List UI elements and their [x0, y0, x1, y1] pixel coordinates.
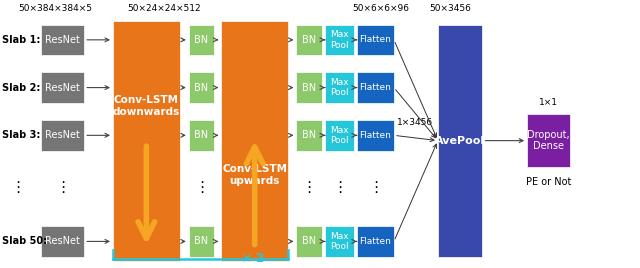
Text: AvePool: AvePool [435, 136, 485, 146]
FancyBboxPatch shape [296, 25, 322, 55]
Text: Max
Pool: Max Pool [330, 126, 349, 145]
FancyBboxPatch shape [189, 120, 214, 151]
FancyBboxPatch shape [41, 25, 84, 55]
Text: ResNet: ResNet [45, 35, 80, 45]
FancyBboxPatch shape [357, 226, 394, 257]
Text: 1×1: 1×1 [540, 98, 558, 107]
FancyBboxPatch shape [325, 72, 354, 103]
Text: Slab 2:: Slab 2: [2, 83, 40, 92]
Text: Conv-LSTM
downwards: Conv-LSTM downwards [113, 95, 180, 117]
FancyBboxPatch shape [296, 120, 322, 151]
Text: ⋮: ⋮ [301, 180, 317, 195]
Text: ⋮: ⋮ [368, 180, 383, 195]
FancyBboxPatch shape [189, 72, 214, 103]
Text: Flatten: Flatten [360, 131, 392, 140]
FancyBboxPatch shape [438, 25, 483, 257]
Text: Slab 1:: Slab 1: [2, 35, 40, 45]
Text: BN: BN [195, 130, 209, 140]
Text: Conv-LSTM
upwards: Conv-LSTM upwards [222, 164, 287, 186]
Text: Dropout,
Dense: Dropout, Dense [527, 130, 570, 151]
FancyBboxPatch shape [189, 25, 214, 55]
FancyBboxPatch shape [113, 21, 180, 261]
Text: Flatten: Flatten [360, 83, 392, 92]
Text: 50×384×384×5: 50×384×384×5 [19, 4, 93, 13]
FancyBboxPatch shape [41, 120, 84, 151]
FancyBboxPatch shape [221, 21, 288, 261]
Text: Flatten: Flatten [360, 35, 392, 44]
Text: Slab 3:: Slab 3: [2, 130, 40, 140]
Text: Slab 50:: Slab 50: [2, 236, 47, 246]
Text: PE or Not: PE or Not [526, 177, 572, 187]
FancyBboxPatch shape [325, 120, 354, 151]
Text: Max
Pool: Max Pool [330, 78, 349, 97]
Text: ⋮: ⋮ [10, 180, 25, 195]
Text: 50×3456: 50×3456 [429, 4, 472, 13]
Text: ⋮: ⋮ [55, 180, 70, 195]
FancyBboxPatch shape [325, 226, 354, 257]
Text: BN: BN [302, 83, 316, 92]
Text: ⋮: ⋮ [332, 180, 347, 195]
Text: BN: BN [195, 35, 209, 45]
FancyBboxPatch shape [357, 25, 394, 55]
FancyBboxPatch shape [189, 226, 214, 257]
Text: Max
Pool: Max Pool [330, 30, 349, 50]
FancyBboxPatch shape [41, 226, 84, 257]
FancyBboxPatch shape [41, 72, 84, 103]
Text: BN: BN [195, 236, 209, 246]
Text: ResNet: ResNet [45, 130, 80, 140]
FancyBboxPatch shape [527, 114, 570, 167]
Text: × 2: × 2 [242, 252, 264, 265]
FancyBboxPatch shape [357, 72, 394, 103]
Text: BN: BN [302, 130, 316, 140]
Text: 50×6×6×96: 50×6×6×96 [352, 4, 409, 13]
Text: Flatten: Flatten [360, 237, 392, 246]
FancyBboxPatch shape [325, 25, 354, 55]
Text: BN: BN [302, 35, 316, 45]
Text: ⋮: ⋮ [194, 180, 209, 195]
Text: BN: BN [302, 236, 316, 246]
Text: 1×3456: 1×3456 [397, 118, 433, 126]
Text: ResNet: ResNet [45, 83, 80, 92]
Text: Max
Pool: Max Pool [330, 232, 349, 251]
FancyBboxPatch shape [296, 226, 322, 257]
FancyBboxPatch shape [357, 120, 394, 151]
Text: ResNet: ResNet [45, 236, 80, 246]
Text: BN: BN [195, 83, 209, 92]
FancyBboxPatch shape [296, 72, 322, 103]
Text: 50×24×24×512: 50×24×24×512 [127, 4, 201, 13]
